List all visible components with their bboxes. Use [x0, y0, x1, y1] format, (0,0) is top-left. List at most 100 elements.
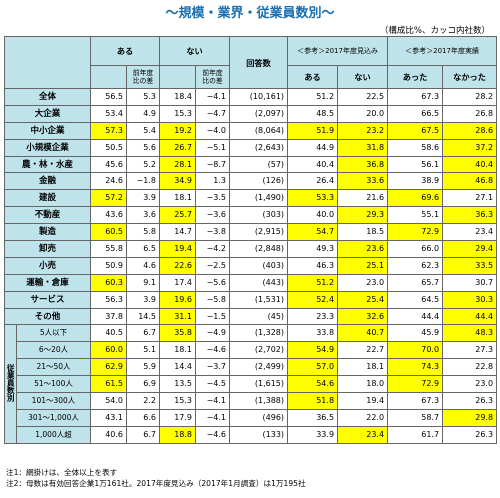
cell-n: (133) [229, 425, 289, 444]
cell-aru_d: 6.9 [125, 375, 161, 394]
cell-nai: 18.1 [159, 341, 197, 360]
cell-aru: 43.1 [90, 408, 127, 427]
cell-nai_d: −4.6 [195, 425, 231, 444]
row-label: 5人以下 [16, 324, 91, 343]
cell-a2: 23.0 [442, 375, 498, 394]
table-row: 大企業 53.4 4.9 15.3 −4.7 (2,097) 48.5 20.0 66.5 26.… [4, 104, 498, 123]
cell-n: (1,531) [229, 290, 289, 309]
cell-p1: 54.6 [287, 375, 339, 394]
cell-p1: 49.3 [287, 240, 339, 258]
note-1: 注1：網掛けは、全体以上を表す [6, 468, 118, 477]
cell-p1: 51.2 [287, 273, 339, 292]
cell-p1: 52.4 [287, 290, 339, 309]
cell-aru_d: 5.6 [125, 138, 161, 157]
row-label: 301〜1,000人 [16, 408, 91, 427]
header-actual-nakatta: なかった [442, 65, 498, 89]
cell-p1: 36.5 [287, 408, 339, 427]
cell-nai_d: −4.7 [195, 104, 231, 123]
cell-n: (2,702) [229, 341, 289, 360]
cell-a2: 46.8 [442, 172, 498, 191]
cell-nai: 14.4 [159, 358, 197, 377]
cell-nai: 15.3 [159, 104, 197, 123]
cell-nai: 18.4 [159, 88, 197, 106]
row-label: 全体 [4, 88, 91, 106]
cell-a1: 38.9 [387, 172, 444, 191]
cell-aru: 43.6 [90, 206, 127, 225]
cell-aru: 53.4 [90, 104, 127, 123]
cell-aru_d: 5.9 [125, 358, 161, 377]
cell-aru: 56.5 [90, 88, 127, 106]
header-ref-actual: ＜参考＞2017年度実績 [387, 36, 498, 66]
cell-p2: 23.2 [337, 121, 389, 140]
cell-aru_d: −1.8 [125, 172, 161, 191]
cell-nai_d: −3.7 [195, 358, 231, 377]
cell-nai: 19.6 [159, 290, 197, 309]
row-label: 金融 [4, 172, 91, 191]
cell-n: (443) [229, 273, 289, 292]
cell-a1: 67.3 [387, 88, 444, 106]
cell-aru: 62.9 [90, 358, 127, 377]
cell-n: (1,490) [229, 189, 289, 208]
cell-n: (2,499) [229, 358, 289, 377]
cell-a1: 58.7 [387, 408, 444, 427]
cell-nai: 31.1 [159, 307, 197, 326]
cell-n: (1,328) [229, 324, 289, 343]
cell-p1: 54.9 [287, 341, 339, 360]
cell-n: (303) [229, 206, 289, 225]
cell-n: (2,848) [229, 240, 289, 258]
cell-p2: 21.6 [337, 189, 389, 208]
cell-aru: 57.3 [90, 121, 127, 140]
cell-a2: 30.7 [442, 273, 498, 292]
cell-nai: 34.9 [159, 172, 197, 191]
cell-p2: 18.1 [337, 358, 389, 377]
row-label: 51〜100人 [16, 375, 91, 394]
cell-aru_d: 3.9 [125, 290, 161, 309]
cell-aru_d: 6.7 [125, 425, 161, 444]
table-row: 中小企業 57.3 5.4 19.2 −4.0 (8,064) 51.9 23.2 67.5 28… [4, 121, 498, 140]
cell-aru: 56.3 [90, 290, 127, 309]
cell-p2: 19.4 [337, 392, 389, 410]
cell-nai: 25.7 [159, 206, 197, 225]
cell-aru: 50.9 [90, 256, 127, 275]
cell-aru: 57.2 [90, 189, 127, 208]
header-aru-blank [90, 65, 127, 89]
cell-a2: 40.4 [442, 155, 498, 174]
cell-p2: 18.5 [337, 223, 389, 242]
cell-nai: 17.9 [159, 408, 197, 427]
table-row: 1,000人超 40.6 6.7 18.8 −4.6 (133) 33.9 23.4 61.7 2… [5, 425, 498, 444]
cell-a2: 27.1 [442, 189, 498, 208]
corner-cell [4, 36, 91, 89]
table-row: 運輸・倉庫 60.3 9.1 17.4 −5.6 (443) 51.2 23.0 65.7 30.… [4, 273, 498, 292]
cell-n: (45) [229, 307, 289, 326]
cell-a1: 67.5 [387, 121, 444, 140]
cell-p1: 57.0 [287, 358, 339, 377]
cell-a1: 55.1 [387, 206, 444, 225]
table-row: 小規模企業 50.5 5.6 26.7 −5.1 (2,643) 44.9 31.8 58.6 3… [4, 138, 498, 157]
cell-p2: 33.6 [337, 172, 389, 191]
cell-nai: 13.5 [159, 375, 197, 394]
row-label: 運輸・倉庫 [4, 273, 91, 292]
cell-p1: 26.4 [287, 172, 339, 191]
cell-nai_d: −4.6 [195, 341, 231, 360]
cell-aru_d: 6.7 [125, 324, 161, 343]
cell-n: (57) [229, 155, 289, 174]
row-label: 不動産 [4, 206, 91, 225]
cell-n: (10,161) [229, 88, 289, 106]
cell-nai_d: −3.5 [195, 189, 231, 208]
employee-size-side-label: 従業員数別 [4, 324, 17, 444]
cell-nai_d: −4.0 [195, 121, 231, 140]
cell-a1: 61.7 [387, 425, 444, 444]
cell-p2: 23.6 [337, 240, 389, 258]
cell-a1: 72.9 [387, 223, 444, 242]
cell-a2: 29.4 [442, 240, 498, 258]
cell-aru: 54.0 [90, 392, 127, 410]
cell-a2: 26.3 [442, 425, 498, 444]
table-row: 建設 57.2 3.9 18.1 −3.5 (1,490) 53.3 21.6 69.6 27.1 [4, 189, 498, 208]
header-actual-atta: あった [387, 65, 444, 89]
cell-aru: 45.6 [90, 155, 127, 174]
cell-aru_d: 3.9 [125, 189, 161, 208]
cell-aru_d: 14.5 [125, 307, 161, 326]
table-row: 51〜100人 61.5 6.9 13.5 −4.5 (1,615) 54.6 18.0 72.… [5, 375, 498, 394]
header-nai-diff: 前年度 比の差 [195, 65, 231, 89]
cell-a2: 30.3 [442, 290, 498, 309]
